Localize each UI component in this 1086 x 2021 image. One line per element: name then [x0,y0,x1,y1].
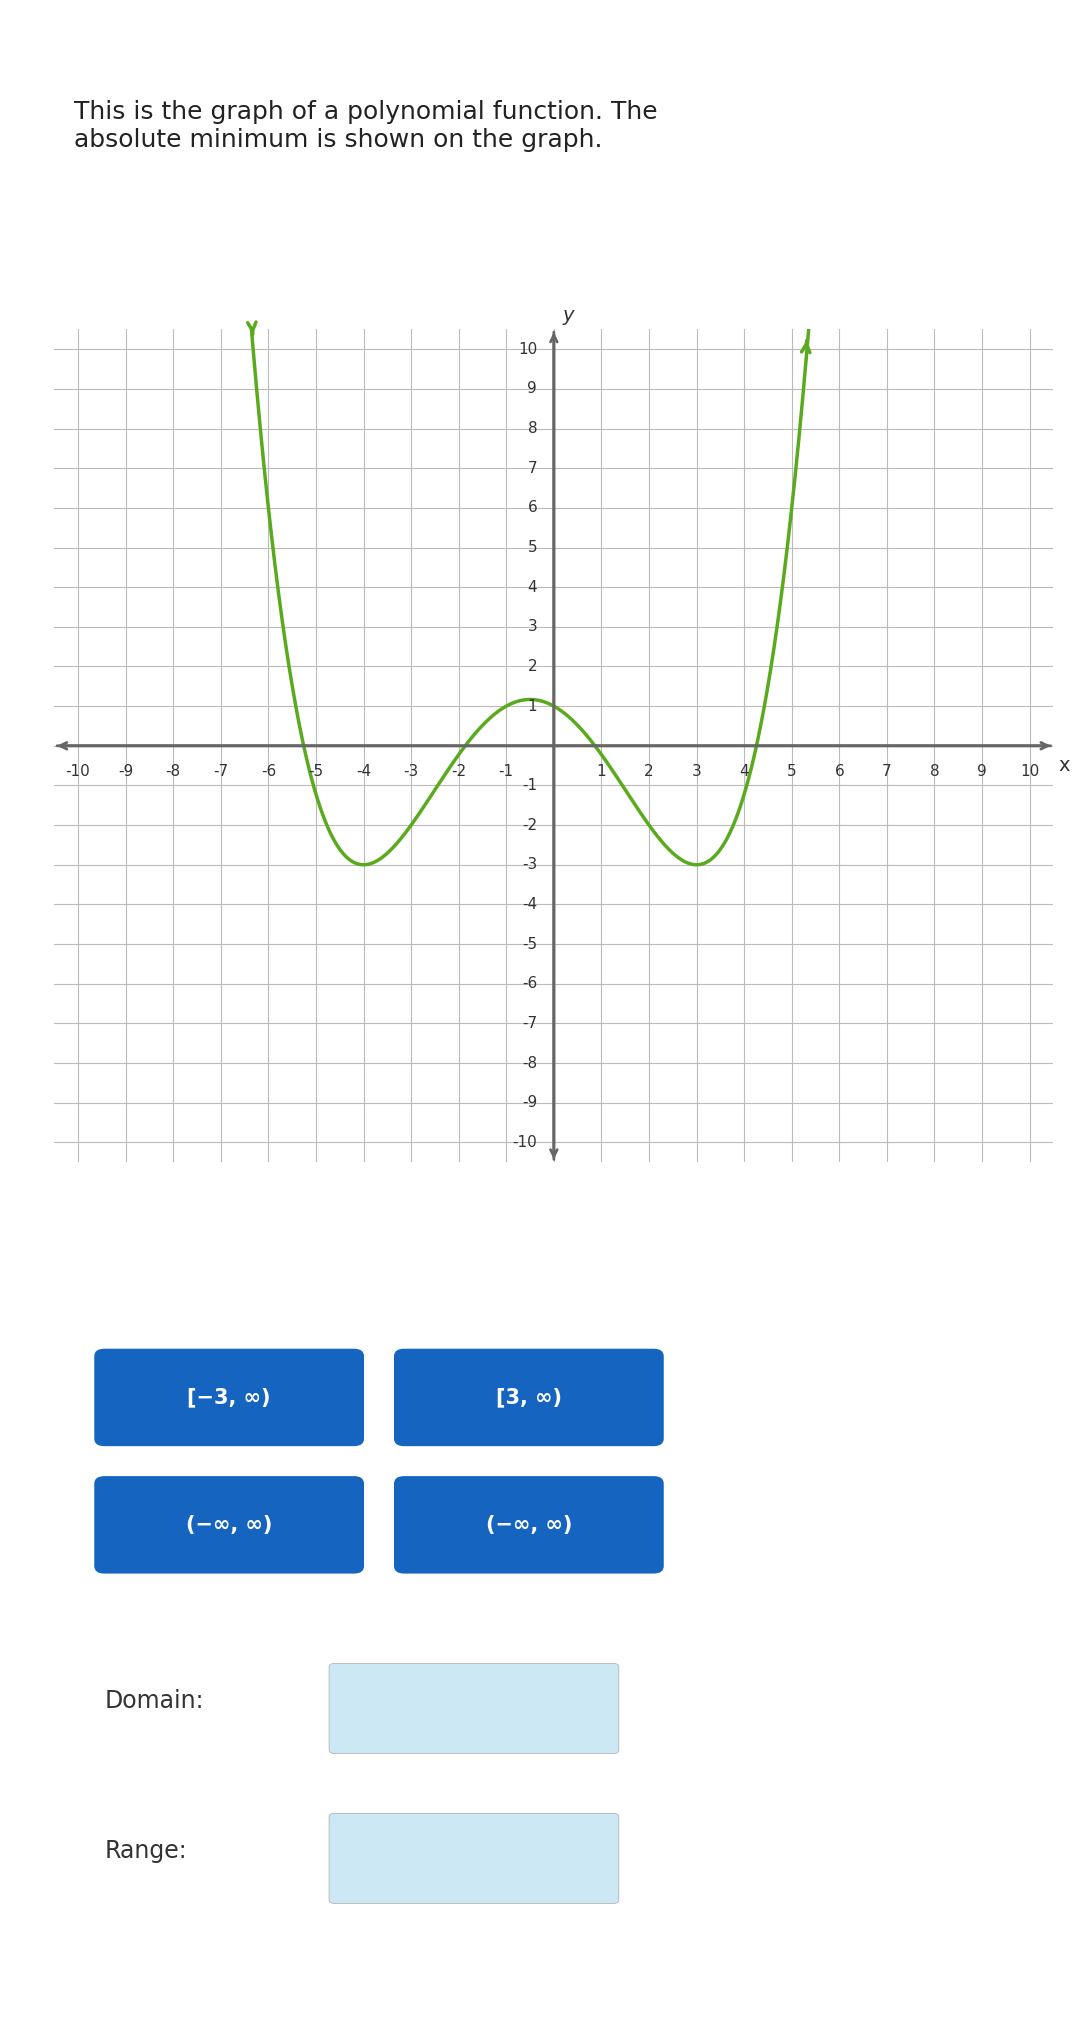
Text: 9: 9 [528,382,538,396]
Text: 10: 10 [518,342,538,358]
Text: (−∞, ∞): (−∞, ∞) [186,1516,273,1534]
Text: -2: -2 [522,819,538,833]
Text: -8: -8 [166,764,180,778]
Text: -9: -9 [522,1095,538,1110]
Text: -7: -7 [522,1017,538,1031]
Text: 10: 10 [1020,764,1039,778]
Text: -3: -3 [404,764,419,778]
Text: -7: -7 [213,764,228,778]
Text: This is the graph of a polynomial function. The
absolute minimum is shown on the: This is the graph of a polynomial functi… [74,101,658,152]
FancyBboxPatch shape [329,1663,619,1754]
Text: 1: 1 [528,699,538,713]
Text: (−∞, ∞): (−∞, ∞) [485,1516,572,1534]
Text: 5: 5 [528,540,538,556]
Text: 7: 7 [882,764,892,778]
Text: -8: -8 [522,1055,538,1071]
Text: 7: 7 [528,461,538,475]
Text: 9: 9 [977,764,987,778]
Text: 3: 3 [528,618,538,635]
Text: 4: 4 [528,580,538,594]
Text: -2: -2 [451,764,466,778]
Text: 8: 8 [528,420,538,437]
Text: -5: -5 [308,764,324,778]
Text: 6: 6 [834,764,844,778]
Text: Domain:: Domain: [104,1690,204,1714]
Text: 5: 5 [787,764,796,778]
Text: 3: 3 [692,764,702,778]
FancyBboxPatch shape [329,1813,619,1904]
Text: -3: -3 [522,857,538,873]
Text: 8: 8 [930,764,939,778]
Text: [3, ∞): [3, ∞) [496,1388,561,1407]
Text: -4: -4 [522,897,538,911]
FancyBboxPatch shape [94,1475,364,1574]
Text: -5: -5 [522,936,538,952]
Text: y: y [563,307,573,325]
Text: 4: 4 [740,764,749,778]
Text: -6: -6 [261,764,276,778]
Text: -1: -1 [498,764,514,778]
Text: -4: -4 [356,764,371,778]
FancyBboxPatch shape [394,1348,664,1447]
FancyBboxPatch shape [394,1475,664,1574]
Text: Range:: Range: [104,1839,187,1863]
Text: 6: 6 [528,501,538,515]
Text: [−3, ∞): [−3, ∞) [188,1388,270,1407]
Text: -1: -1 [522,778,538,792]
Text: 2: 2 [528,659,538,673]
Text: 1: 1 [596,764,606,778]
Text: -6: -6 [522,976,538,990]
FancyBboxPatch shape [94,1348,364,1447]
Text: 2: 2 [644,764,654,778]
Text: -10: -10 [66,764,90,778]
Text: -9: -9 [118,764,134,778]
Text: x: x [1058,756,1070,776]
Text: -10: -10 [513,1136,538,1150]
